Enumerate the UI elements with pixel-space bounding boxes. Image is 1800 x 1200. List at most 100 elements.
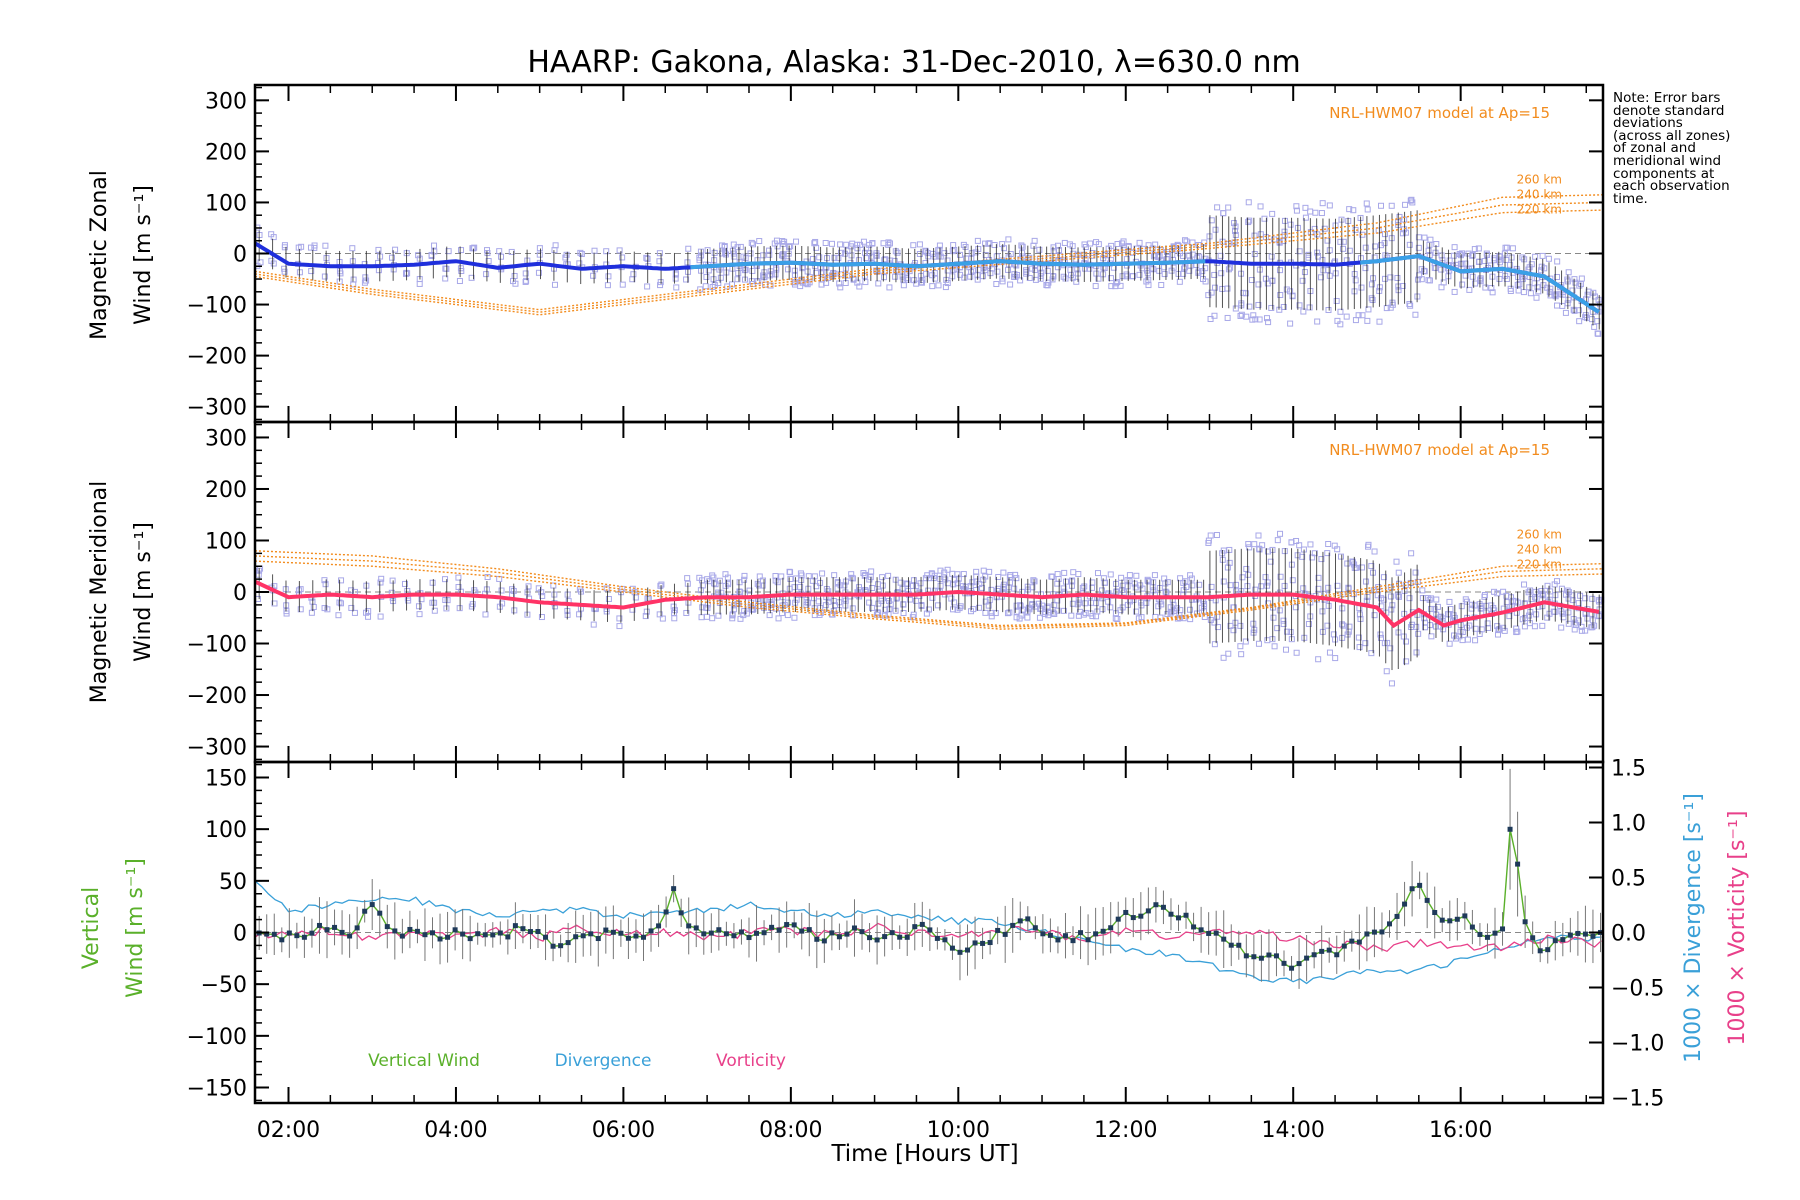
- scatter-point: [1139, 585, 1146, 592]
- scatter-point: [351, 609, 358, 616]
- scatter-point: [1349, 559, 1356, 566]
- scatter-point: [1245, 199, 1252, 206]
- scatter-point: [1387, 593, 1394, 600]
- vertical-wind-point: [595, 936, 601, 942]
- vertical-wind-point: [1176, 915, 1182, 921]
- scatter-point: [1187, 572, 1194, 579]
- scatter-point: [1315, 656, 1322, 663]
- mean-wind-line-segment: [690, 259, 1206, 270]
- vertical-wind-point: [784, 922, 790, 928]
- vertical-wind-point: [527, 929, 533, 935]
- vertical-wind-point: [1010, 922, 1016, 928]
- scatter-point: [1017, 602, 1024, 609]
- scatter-point: [1225, 204, 1232, 211]
- scatter-point: [1365, 306, 1372, 313]
- scatter-point: [784, 599, 791, 606]
- scatter-point: [1092, 283, 1099, 290]
- scatter-point: [431, 242, 438, 249]
- scatter-point: [1340, 238, 1347, 245]
- vertical-wind-point: [1206, 930, 1212, 936]
- scatter-point: [1220, 578, 1227, 585]
- scatter-point: [1450, 252, 1457, 259]
- scatter-point: [1440, 279, 1447, 286]
- scatter-point: [1245, 571, 1252, 578]
- scatter-point: [1300, 585, 1307, 592]
- scatter-point: [1274, 537, 1281, 544]
- scatter-point: [1388, 606, 1395, 613]
- scatter-point: [1180, 252, 1187, 259]
- vertical-wind-point: [1439, 917, 1445, 923]
- scatter-point: [1263, 315, 1270, 322]
- scatter-point: [308, 609, 315, 616]
- scatter-point: [1326, 202, 1333, 209]
- scatter-point: [1533, 294, 1540, 301]
- vertical-wind-point: [1582, 931, 1588, 937]
- scatter-point: [1446, 640, 1453, 647]
- scatter-point: [1466, 286, 1473, 293]
- scatter-point: [956, 605, 963, 612]
- legend-divergence: Divergence: [555, 1051, 652, 1071]
- scatter-point: [1484, 251, 1491, 258]
- scatter-point: [756, 573, 763, 580]
- vertical-wind-point: [294, 933, 300, 939]
- vertical-wind-point: [475, 931, 481, 937]
- scatter-point: [960, 571, 967, 578]
- scatter-point: [1381, 275, 1388, 282]
- scatter-point: [900, 601, 907, 608]
- vertical-wind-point: [1266, 952, 1272, 958]
- scatter-point: [1256, 545, 1263, 552]
- scatter-point: [1201, 239, 1208, 246]
- scatter-point: [1482, 284, 1489, 291]
- scatter-point: [755, 582, 762, 589]
- scatter-point: [1276, 607, 1283, 614]
- scatter-point: [1324, 237, 1331, 244]
- scatter-point: [779, 238, 786, 245]
- scatter-point: [1070, 569, 1077, 576]
- scatter-point: [1287, 221, 1294, 228]
- scatter-point: [1325, 541, 1332, 548]
- scatter-point: [697, 286, 704, 293]
- scatter-point: [1119, 273, 1126, 280]
- scatter-point: [1545, 255, 1552, 262]
- vertical-wind-point: [520, 926, 526, 932]
- scatter-point: [986, 568, 993, 575]
- scatter-point: [1468, 605, 1475, 612]
- scatter-point: [1019, 243, 1026, 250]
- scatter-point: [1293, 203, 1300, 210]
- vertical-wind-point: [769, 924, 775, 930]
- scatter-point: [750, 241, 757, 248]
- scatter-point: [1535, 288, 1542, 295]
- scatter-point: [1415, 630, 1422, 637]
- scatter-point: [1559, 291, 1566, 298]
- scatter-point: [1007, 281, 1014, 288]
- scatter-point: [1314, 231, 1321, 238]
- scatter-point: [1054, 242, 1061, 249]
- vertical-wind-point: [836, 934, 842, 940]
- vertical-wind-point: [422, 932, 428, 938]
- scatter-point: [1029, 584, 1036, 591]
- scatter-point: [1531, 623, 1538, 630]
- legend-vorticity: Vorticity: [716, 1051, 786, 1071]
- scatter-point: [1318, 556, 1325, 563]
- vertical-wind-point: [482, 932, 488, 938]
- scatter-point: [643, 608, 650, 615]
- scatter-point: [1293, 537, 1300, 544]
- scatter-point: [928, 570, 935, 577]
- vertical-wind-point: [264, 931, 270, 937]
- scatter-point: [1230, 604, 1237, 611]
- scatter-point: [850, 275, 857, 282]
- scatter-points: [254, 530, 1605, 687]
- scatter-point: [847, 243, 854, 250]
- scatter-point: [1082, 244, 1089, 251]
- scatter-point: [1402, 201, 1409, 208]
- scatter-point: [455, 574, 462, 581]
- model-curve-240km: [254, 555, 1604, 628]
- scatter-point: [1245, 541, 1252, 548]
- scatter-point: [1220, 210, 1227, 217]
- scatter-point: [766, 612, 773, 619]
- scatter-point: [1079, 584, 1086, 591]
- scatter-point: [1503, 276, 1510, 283]
- scatter-point: [1013, 575, 1020, 582]
